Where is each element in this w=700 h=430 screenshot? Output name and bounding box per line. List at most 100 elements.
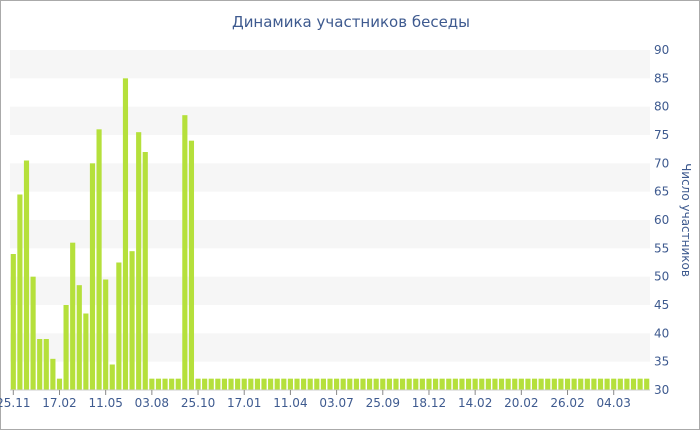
bar <box>597 378 604 390</box>
grid-band <box>10 50 650 79</box>
x-tick-label: 25.11 <box>0 396 30 410</box>
bar <box>386 378 392 390</box>
x-tick-label: 25.10 <box>181 396 215 410</box>
bar <box>129 251 135 390</box>
x-tick-label: 03.07 <box>319 396 353 410</box>
x-tick-label: 25.09 <box>366 396 400 410</box>
bar <box>274 378 280 390</box>
bar <box>551 378 557 390</box>
grid-band <box>10 220 650 249</box>
bar <box>149 378 155 390</box>
bar <box>400 378 406 390</box>
bar <box>17 194 23 390</box>
y-tick-label: 45 <box>654 298 669 312</box>
bar <box>202 378 208 390</box>
bar <box>261 378 267 390</box>
bar <box>228 378 234 390</box>
bar <box>89 163 96 390</box>
bar <box>347 378 353 390</box>
bar <box>254 378 260 390</box>
y-tick-label: 35 <box>654 355 669 369</box>
bar <box>518 378 524 390</box>
bar <box>591 378 597 390</box>
bar <box>538 378 544 390</box>
bar <box>83 313 89 390</box>
bar <box>604 378 610 390</box>
grid-band <box>10 163 650 192</box>
bar <box>136 132 142 391</box>
bar <box>644 378 650 390</box>
bar <box>50 358 56 390</box>
x-tick-label: 20.02 <box>504 396 538 410</box>
bar <box>30 276 36 390</box>
x-tick-label: 03.08 <box>135 396 169 410</box>
bar <box>571 378 577 390</box>
bar <box>630 378 637 390</box>
bar <box>294 378 300 390</box>
bar <box>439 378 445 390</box>
bar <box>459 378 465 390</box>
y-tick-label: 85 <box>654 71 669 85</box>
y-tick-label: 55 <box>654 241 669 255</box>
bar <box>393 378 399 390</box>
bar <box>353 378 359 390</box>
y-tick-label: 65 <box>654 185 669 199</box>
bar <box>301 378 307 390</box>
bar <box>320 378 326 390</box>
bar <box>525 378 531 390</box>
bar <box>617 378 623 390</box>
y-tick-label: 30 <box>654 383 669 397</box>
x-tick-label: 14.02 <box>458 396 492 410</box>
bar <box>221 378 228 390</box>
x-tick-label: 11.05 <box>88 396 122 410</box>
bar <box>485 378 491 390</box>
bar <box>169 378 175 390</box>
bar <box>142 152 148 390</box>
bar <box>23 160 30 390</box>
bar <box>545 378 551 390</box>
bar <box>584 378 590 390</box>
bar <box>512 378 518 390</box>
bar <box>10 254 16 390</box>
bar <box>287 378 293 390</box>
bar <box>281 378 287 390</box>
bar <box>446 378 452 390</box>
bar <box>564 378 571 390</box>
y-tick-label: 40 <box>654 326 669 340</box>
y-tick-label: 50 <box>654 270 669 284</box>
bar <box>498 378 505 390</box>
bar <box>505 378 511 390</box>
bar <box>182 115 188 391</box>
bar <box>624 378 630 390</box>
bar <box>479 378 485 390</box>
bar <box>248 378 254 390</box>
bar <box>109 364 115 390</box>
bar <box>360 378 366 390</box>
bar <box>235 378 241 390</box>
y-tick-label: 70 <box>654 156 669 170</box>
bar <box>578 378 584 390</box>
y-tick-label: 90 <box>654 43 669 57</box>
bar <box>307 378 313 390</box>
bar <box>188 140 195 390</box>
bar <box>208 378 214 390</box>
bar <box>413 378 419 390</box>
y-axis-label: Число участников <box>679 163 693 277</box>
bar <box>472 378 478 390</box>
bar <box>56 378 63 390</box>
bar <box>380 378 386 390</box>
bar <box>96 129 102 390</box>
bar <box>195 378 201 390</box>
x-tick-label: 04.03 <box>597 396 631 410</box>
bar <box>37 339 43 390</box>
bar <box>558 378 564 390</box>
bar <box>314 378 320 390</box>
x-tick-label: 17.01 <box>227 396 261 410</box>
bar <box>492 378 498 390</box>
bar <box>122 78 129 390</box>
x-tick-label: 11.04 <box>273 396 307 410</box>
bar <box>419 378 425 390</box>
bar <box>103 279 109 390</box>
bar <box>175 378 181 390</box>
bar <box>406 378 412 390</box>
